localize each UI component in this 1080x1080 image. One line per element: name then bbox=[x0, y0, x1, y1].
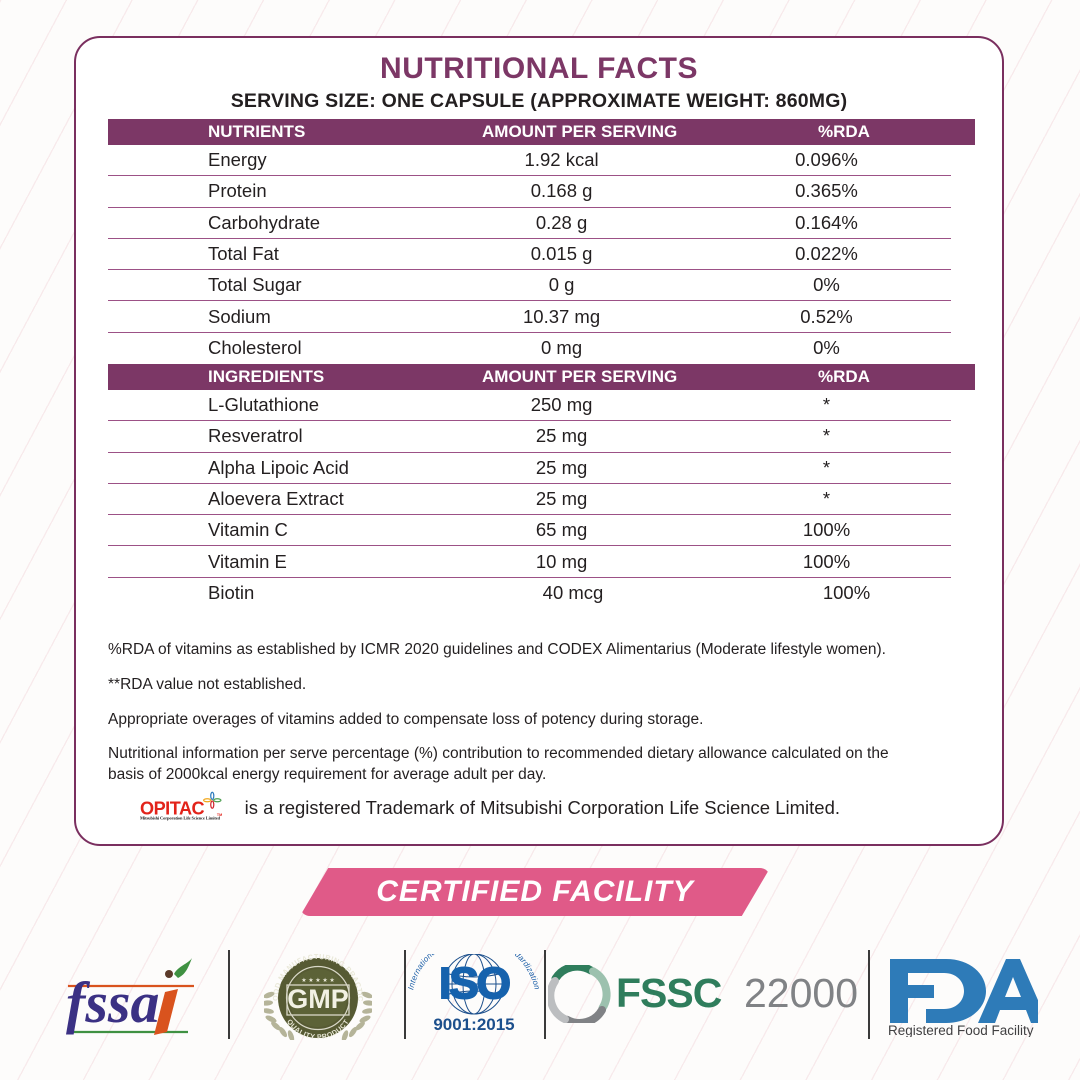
svg-text:Registered Food Facility: Registered Food Facility bbox=[888, 1023, 1034, 1037]
svg-text:FSSC: FSSC bbox=[616, 970, 722, 1016]
svg-text:ISO: ISO bbox=[439, 959, 510, 1008]
svg-text:fssa: fssa bbox=[66, 970, 159, 1035]
svg-text:Mitsubishi Corporation Life Sc: Mitsubishi Corporation Life Science Limi… bbox=[140, 816, 221, 821]
svg-text:9001:2015: 9001:2015 bbox=[433, 1015, 514, 1034]
svg-text:★ ★ ★ ★ ★: ★ ★ ★ ★ ★ bbox=[301, 977, 335, 984]
svg-text:22000: 22000 bbox=[744, 970, 858, 1016]
svg-text:GMP: GMP bbox=[287, 984, 349, 1014]
